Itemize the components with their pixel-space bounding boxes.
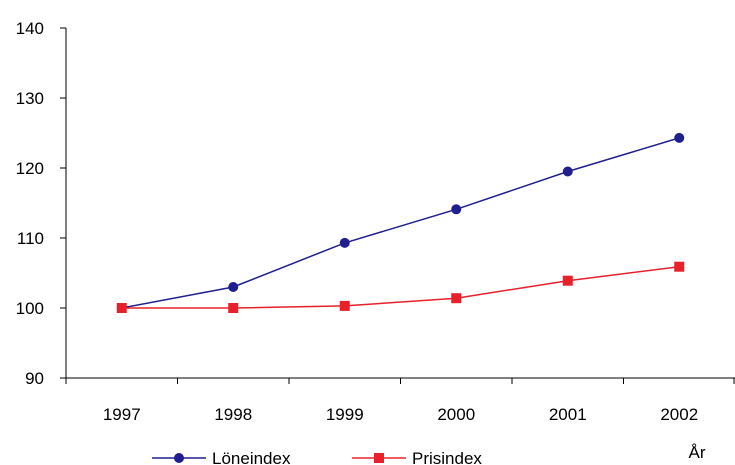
data-point [339, 300, 350, 311]
data-point [562, 166, 573, 177]
legend-item-löneindex: Löneindex [152, 449, 291, 465]
x-tick-label: 2000 [437, 405, 475, 424]
data-point [228, 282, 239, 292]
x-tick-label: 2001 [549, 405, 587, 424]
x-axis: 1997 1998 1999 2000 2001 2002 [65, 377, 735, 424]
data-point [451, 293, 462, 304]
legend-marker [174, 453, 184, 463]
series-löneindex [116, 132, 685, 313]
legend-marker [374, 453, 384, 463]
data-point [339, 237, 350, 248]
data-point [674, 132, 685, 143]
series-line [121, 265, 680, 309]
x-tick-label: 1998 [214, 405, 252, 424]
series-line [121, 137, 680, 309]
legend-item-prisindex: Prisindex [352, 449, 482, 465]
series-layer [116, 132, 685, 313]
y-tick-label: 120 [16, 159, 44, 178]
legend-label: Prisindex [412, 449, 482, 465]
legend-label: Löneindex [212, 449, 291, 465]
data-point [674, 261, 685, 272]
x-tick-label: 1997 [103, 405, 141, 424]
y-tick-label: 130 [16, 89, 44, 108]
data-point [562, 275, 573, 286]
y-tick-label: 100 [16, 299, 44, 318]
x-axis-title: År [689, 443, 706, 462]
y-tick-label: 90 [25, 369, 44, 388]
series-prisindex [116, 261, 685, 313]
x-tick-label: 1999 [326, 405, 364, 424]
y-axis: 90 100 110 120 130 140 [16, 19, 67, 388]
y-tick-label: 110 [17, 229, 44, 248]
data-point [228, 303, 239, 313]
x-tick-label: 2002 [660, 405, 698, 424]
legend: Löneindex Prisindex [152, 449, 482, 465]
data-point [116, 303, 127, 313]
y-tick-label: 140 [16, 19, 44, 38]
data-point [451, 204, 462, 215]
